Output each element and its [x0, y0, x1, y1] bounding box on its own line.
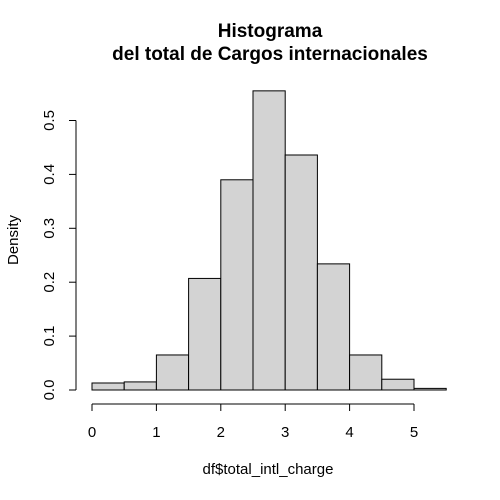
- histogram-bar: [349, 354, 383, 391]
- y-tick-label: 0.0: [41, 380, 58, 401]
- y-tick-label: 0.5: [41, 110, 58, 131]
- histogram-bar: [381, 378, 415, 391]
- y-tick-label: 0.1: [41, 326, 58, 347]
- y-axis: 0.0 0.1 0.2 0.3 0.4 0.5: [41, 110, 77, 401]
- histogram-bar: [220, 179, 254, 391]
- x-tick-label: 1: [152, 424, 160, 441]
- histogram-bars: [91, 90, 447, 391]
- x-tick-label: 2: [217, 424, 225, 441]
- x-axis: 0 1 2 3 4 5: [88, 403, 418, 441]
- histogram-bar: [316, 263, 351, 391]
- x-tick-label: 3: [281, 424, 289, 441]
- y-tick-label: 0.2: [41, 272, 58, 293]
- x-tick-label: 5: [410, 424, 418, 441]
- y-axis-label: Density: [5, 214, 22, 265]
- x-tick-label: 4: [345, 424, 353, 441]
- histogram-bar: [155, 354, 190, 391]
- chart-title-line-2: del total de Cargos internacionales: [112, 44, 428, 65]
- histogram-bar: [252, 90, 286, 391]
- y-tick-label: 0.3: [41, 218, 58, 239]
- histogram-bar: [188, 277, 222, 391]
- x-axis-label: df$total_intl_charge: [203, 461, 334, 478]
- y-tick-label: 0.4: [41, 164, 58, 185]
- chart-title-line-1: Histograma: [218, 21, 323, 42]
- histogram-bar: [284, 154, 318, 391]
- histogram-bar: [413, 387, 447, 391]
- x-tick-label: 0: [88, 424, 96, 441]
- histogram-bar: [123, 381, 157, 391]
- histogram-bar: [91, 382, 125, 391]
